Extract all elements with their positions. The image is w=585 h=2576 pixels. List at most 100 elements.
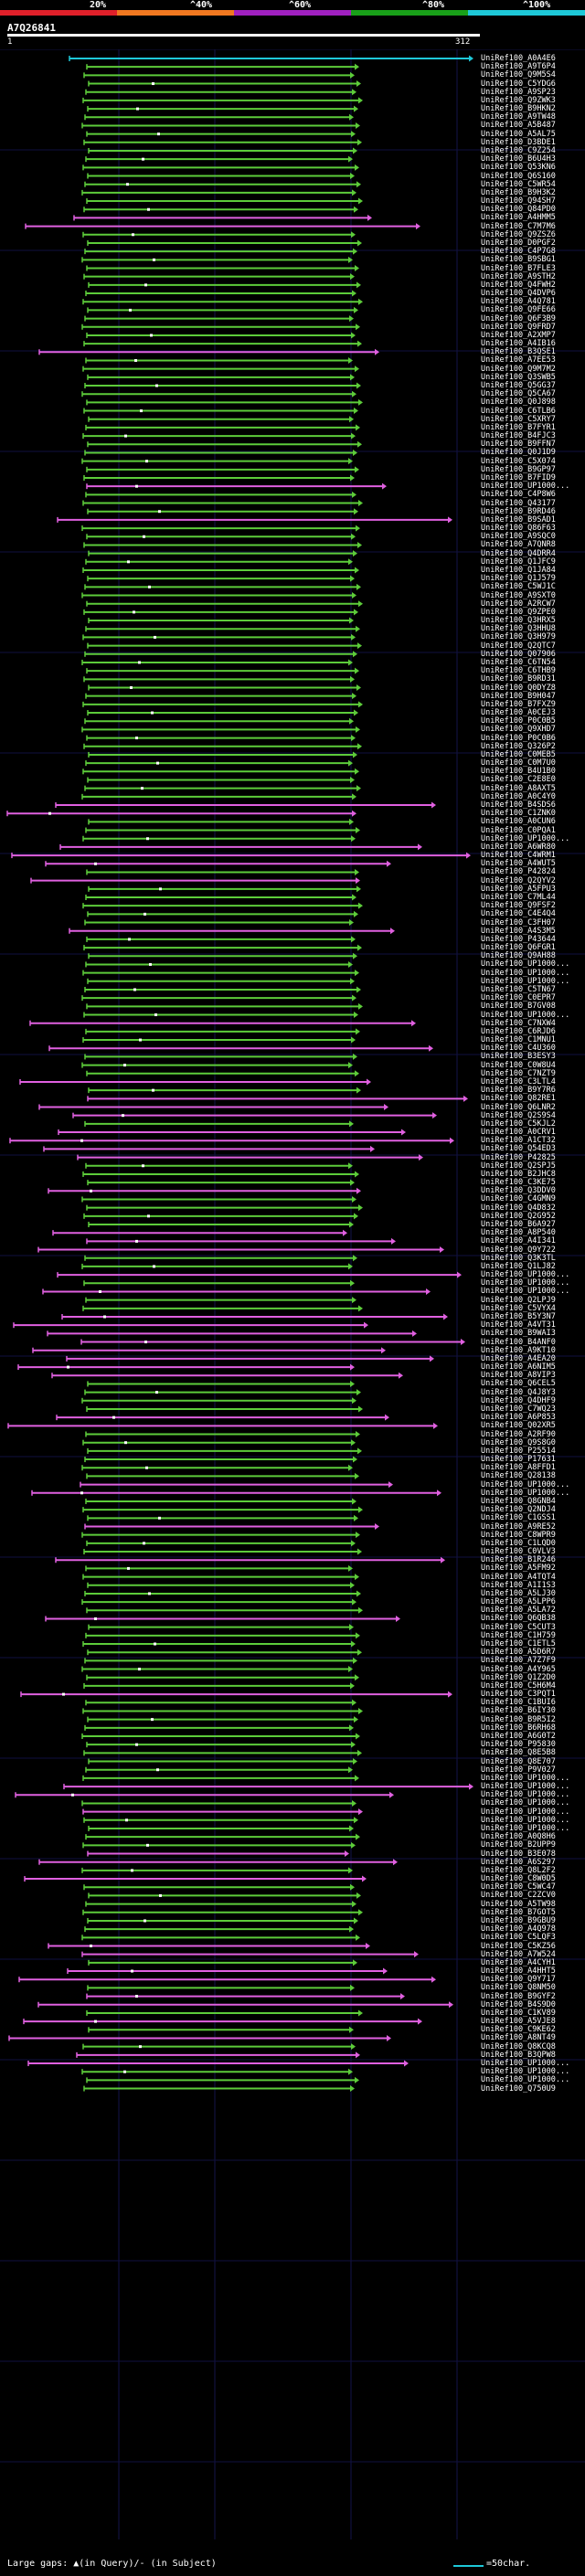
hit-label[interactable]: UniRef100_C4WRM1 — [481, 851, 556, 861]
hit-label[interactable]: UniRef100_A8FFD1 — [481, 1463, 556, 1473]
hit-label[interactable]: UniRef100_B4SDS6 — [481, 800, 556, 811]
hit-label[interactable]: UniRef100_UP1000... — [481, 482, 570, 492]
hit-label[interactable]: UniRef100_C5X074 — [481, 456, 556, 466]
hit-label[interactable]: UniRef100_C5KZ56 — [481, 1941, 556, 1951]
hit-label[interactable]: UniRef100_A6G0T2 — [481, 1732, 556, 1741]
hit-label[interactable]: UniRef100_B9GBU9 — [481, 1915, 556, 1925]
hit-label[interactable]: UniRef100_C4P7G8 — [481, 247, 556, 257]
hit-label[interactable]: UniRef100_C5YDG6 — [481, 79, 556, 89]
hit-label[interactable]: UniRef100_A4Q978 — [481, 1924, 556, 1935]
hit-label[interactable]: UniRef100_UP1000... — [481, 1270, 570, 1280]
hit-label[interactable]: UniRef100_A5LJ30 — [481, 1588, 556, 1598]
hit-label[interactable]: UniRef100_Q0J1D9 — [481, 448, 556, 458]
hit-label[interactable]: UniRef100_Q53KN6 — [481, 163, 556, 173]
hit-label[interactable]: UniRef100_Q5GG37 — [481, 381, 556, 391]
hit-label[interactable]: UniRef100_B4S9D0 — [481, 1999, 556, 2009]
hit-label[interactable]: UniRef100_A5TW98 — [481, 1899, 556, 1909]
hit-label[interactable]: UniRef100_Q94SH7 — [481, 196, 556, 207]
hit-label[interactable]: UniRef100_A6S297 — [481, 1857, 556, 1867]
hit-label[interactable]: UniRef100_Q8NM50 — [481, 1983, 556, 1993]
hit-label[interactable]: UniRef100_Q5CA67 — [481, 389, 556, 399]
hit-label[interactable]: UniRef100_UP1000... — [481, 976, 570, 986]
hit-label[interactable]: UniRef100_P0C0B5 — [481, 716, 556, 726]
hit-label[interactable]: UniRef100_B7FID9 — [481, 473, 556, 482]
hit-label[interactable]: UniRef100_B9H3K2 — [481, 187, 556, 197]
hit-label[interactable]: UniRef100_A4HHT5 — [481, 1966, 556, 1977]
hit-label[interactable]: UniRef100_C3PQT1 — [481, 1690, 556, 1700]
hit-label[interactable]: UniRef100_Q8KCQ8 — [481, 2041, 556, 2051]
hit-label[interactable]: UniRef100_Q6FGR1 — [481, 943, 556, 953]
hit-label[interactable]: UniRef100_C5KJL2 — [481, 1118, 556, 1129]
hit-label[interactable]: UniRef100_C2E8E0 — [481, 775, 556, 785]
hit-label[interactable]: UniRef100_Q54ED3 — [481, 1144, 556, 1154]
hit-label[interactable]: UniRef100_Q6CEL5 — [481, 1379, 556, 1389]
hit-label[interactable]: UniRef100_A2RF90 — [481, 1429, 556, 1439]
hit-label[interactable]: UniRef100_Q1Z2D0 — [481, 1672, 556, 1682]
hit-label[interactable]: UniRef100_Q3DDV0 — [481, 1186, 556, 1196]
hit-label[interactable]: UniRef100_A8NT49 — [481, 2033, 556, 2043]
hit-label[interactable]: UniRef100_C5XRY7 — [481, 414, 556, 424]
hit-label[interactable]: UniRef100_Q9FE66 — [481, 305, 556, 315]
hit-label[interactable]: UniRef100_Q4FWH2 — [481, 280, 556, 290]
hit-label[interactable]: UniRef100_A8AXT5 — [481, 783, 556, 793]
hit-label[interactable]: UniRef100_Q9M5S4 — [481, 70, 556, 80]
hit-label[interactable]: UniRef100_Q6S160 — [481, 171, 556, 181]
hit-label[interactable]: UniRef100_P42825 — [481, 1152, 556, 1162]
hit-label[interactable]: UniRef100_Q3K3TL — [481, 1253, 556, 1263]
hit-label[interactable]: UniRef100_B1R246 — [481, 1555, 556, 1565]
hit-label[interactable]: UniRef100_B7FXZ9 — [481, 699, 556, 709]
hit-label[interactable]: UniRef100_Q0DYZ8 — [481, 683, 556, 693]
hit-label[interactable]: UniRef100_UP1000... — [481, 1782, 570, 1792]
hit-label[interactable]: UniRef100_Q326P2 — [481, 741, 556, 751]
hit-label[interactable]: UniRef100_B4FJC3 — [481, 431, 556, 441]
hit-label[interactable]: UniRef100_C7M7M6 — [481, 221, 556, 231]
hit-label[interactable]: UniRef100_A6WR80 — [481, 842, 556, 852]
hit-label[interactable]: UniRef100_Q4DRR4 — [481, 548, 556, 558]
hit-label[interactable]: UniRef100_P43644 — [481, 934, 556, 944]
hit-label[interactable]: UniRef100_A4HMM5 — [481, 213, 556, 223]
hit-label[interactable]: UniRef100_UP1000... — [481, 1488, 570, 1498]
hit-label[interactable]: UniRef100_UP1000... — [481, 1479, 570, 1489]
hit-label[interactable]: UniRef100_Q9XHD7 — [481, 725, 556, 735]
hit-label[interactable]: UniRef100_B9SAD1 — [481, 514, 556, 525]
hit-label[interactable]: UniRef100_C4E4Q4 — [481, 909, 556, 919]
hit-label[interactable]: UniRef100_A2XMP7 — [481, 330, 556, 340]
hit-label[interactable]: UniRef100_A7W524 — [481, 1949, 556, 1959]
hit-label[interactable]: UniRef100_A0A4E6 — [481, 54, 556, 63]
hit-label[interactable]: UniRef100_UP1000... — [481, 2059, 570, 2069]
hit-label[interactable]: UniRef100_Q6LNR2 — [481, 1102, 556, 1112]
hit-label[interactable]: UniRef100_A0CEJ3 — [481, 708, 556, 718]
hit-label[interactable]: UniRef100_Q82RE1 — [481, 1094, 556, 1104]
hit-label[interactable]: UniRef100_P17631 — [481, 1455, 556, 1465]
hit-label[interactable]: UniRef100_UP1000... — [481, 2067, 570, 2077]
hit-label[interactable]: UniRef100_C6THB9 — [481, 666, 556, 676]
hit-label[interactable]: UniRef100_D3BDE1 — [481, 137, 556, 147]
hit-label[interactable]: UniRef100_Q28138 — [481, 1471, 556, 1481]
hit-label[interactable]: UniRef100_Q1J579 — [481, 574, 556, 584]
hit-label[interactable]: UniRef100_A4S3M5 — [481, 926, 556, 936]
hit-label[interactable]: UniRef100_P95830 — [481, 1740, 556, 1750]
hit-label[interactable]: UniRef100_B9SBG1 — [481, 255, 556, 265]
hit-label[interactable]: UniRef100_C5LQF3 — [481, 1933, 556, 1943]
hit-label[interactable]: UniRef100_A4TQT4 — [481, 1572, 556, 1582]
hit-label[interactable]: UniRef100_Q02XR5 — [481, 1421, 556, 1431]
hit-label[interactable]: UniRef100_Q1JA84 — [481, 565, 556, 575]
hit-label[interactable]: UniRef100_Q4DVP6 — [481, 289, 556, 299]
hit-label[interactable]: UniRef100_A4Q781 — [481, 297, 556, 307]
hit-label[interactable]: UniRef100_C1H759 — [481, 1630, 556, 1640]
hit-label[interactable]: UniRef100_C1GSS1 — [481, 1513, 556, 1523]
hit-label[interactable]: UniRef100_A0Q8H6 — [481, 1832, 556, 1842]
hit-label[interactable]: UniRef100_B9R5I2 — [481, 1714, 556, 1724]
hit-label[interactable]: UniRef100_A0CRV1 — [481, 1128, 556, 1138]
hit-label[interactable]: UniRef100_A1CT32 — [481, 1136, 556, 1146]
hit-label[interactable]: UniRef100_UP1000... — [481, 833, 570, 843]
hit-label[interactable]: UniRef100_Q07906 — [481, 649, 556, 659]
hit-label[interactable]: UniRef100_Q4D832 — [481, 1203, 556, 1213]
hit-label[interactable]: UniRef100_B6A927 — [481, 1220, 556, 1230]
hit-label[interactable]: UniRef100_UP1000... — [481, 2075, 570, 2085]
hit-label[interactable]: UniRef100_A4Y965 — [481, 1664, 556, 1674]
hit-label[interactable]: UniRef100_Q750U9 — [481, 2083, 556, 2094]
hit-label[interactable]: UniRef100_A4EA20 — [481, 1353, 556, 1363]
hit-label[interactable]: UniRef100_Q9ZPE0 — [481, 607, 556, 617]
hit-label[interactable]: UniRef100_Q9AH88 — [481, 951, 556, 961]
